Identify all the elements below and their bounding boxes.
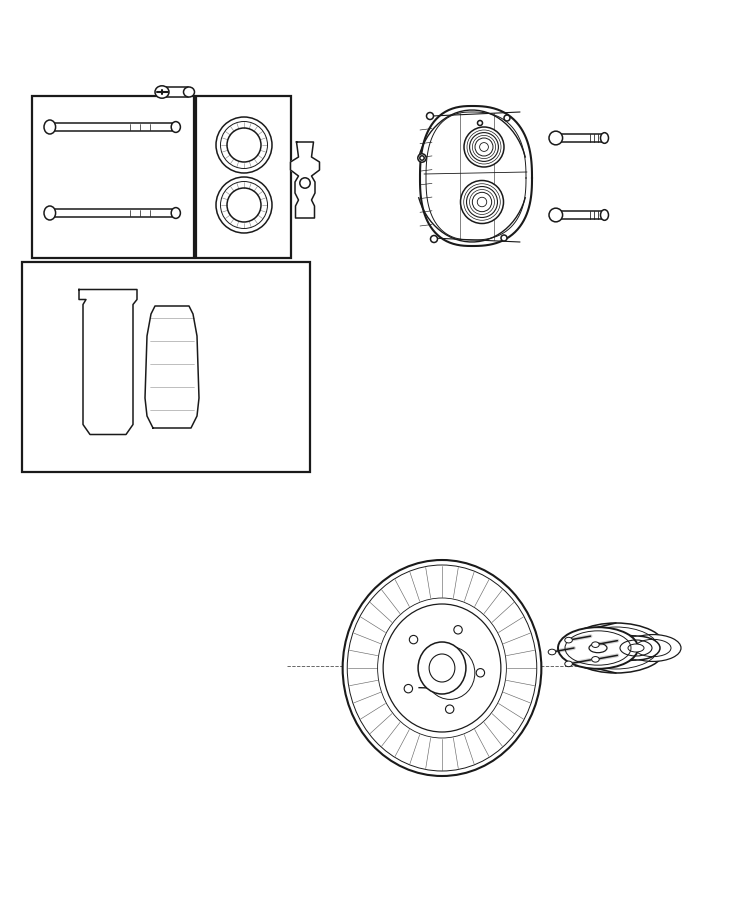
- Circle shape: [460, 181, 503, 223]
- Bar: [54, 209, 172, 217]
- Circle shape: [464, 127, 504, 167]
- Ellipse shape: [600, 132, 608, 143]
- Bar: [54, 123, 172, 131]
- Circle shape: [404, 685, 413, 693]
- Ellipse shape: [44, 206, 56, 220]
- Ellipse shape: [171, 208, 180, 219]
- Ellipse shape: [155, 86, 169, 98]
- Circle shape: [479, 142, 488, 151]
- Circle shape: [501, 235, 507, 241]
- Circle shape: [427, 112, 433, 120]
- Ellipse shape: [342, 560, 542, 776]
- Polygon shape: [420, 106, 532, 246]
- Circle shape: [453, 626, 462, 634]
- Ellipse shape: [549, 131, 562, 145]
- Bar: [558, 134, 602, 142]
- Circle shape: [477, 197, 487, 207]
- Polygon shape: [290, 142, 319, 218]
- Circle shape: [420, 156, 424, 160]
- Ellipse shape: [565, 662, 572, 667]
- Ellipse shape: [591, 642, 599, 647]
- Bar: [32, 96, 194, 258]
- Bar: [558, 212, 602, 219]
- Ellipse shape: [600, 210, 608, 220]
- Circle shape: [409, 635, 418, 644]
- Bar: [162, 87, 188, 97]
- Ellipse shape: [548, 649, 556, 655]
- Bar: [22, 262, 310, 472]
- Bar: [196, 96, 291, 258]
- Ellipse shape: [625, 634, 681, 662]
- Ellipse shape: [418, 642, 466, 694]
- Circle shape: [476, 669, 485, 677]
- Ellipse shape: [591, 656, 599, 662]
- Circle shape: [431, 236, 437, 242]
- Circle shape: [418, 154, 426, 162]
- Ellipse shape: [628, 644, 644, 652]
- Circle shape: [445, 705, 454, 714]
- Ellipse shape: [565, 637, 572, 643]
- Ellipse shape: [549, 208, 562, 221]
- Ellipse shape: [44, 120, 56, 134]
- Polygon shape: [79, 290, 137, 435]
- Ellipse shape: [425, 646, 475, 699]
- Ellipse shape: [566, 623, 666, 673]
- Circle shape: [504, 115, 510, 121]
- Ellipse shape: [589, 644, 607, 652]
- Circle shape: [216, 117, 272, 173]
- Ellipse shape: [612, 636, 660, 660]
- Polygon shape: [145, 306, 199, 428]
- Ellipse shape: [558, 627, 638, 669]
- Ellipse shape: [171, 122, 180, 132]
- Circle shape: [477, 121, 482, 125]
- Circle shape: [300, 178, 310, 188]
- Circle shape: [216, 177, 272, 233]
- Ellipse shape: [184, 87, 194, 97]
